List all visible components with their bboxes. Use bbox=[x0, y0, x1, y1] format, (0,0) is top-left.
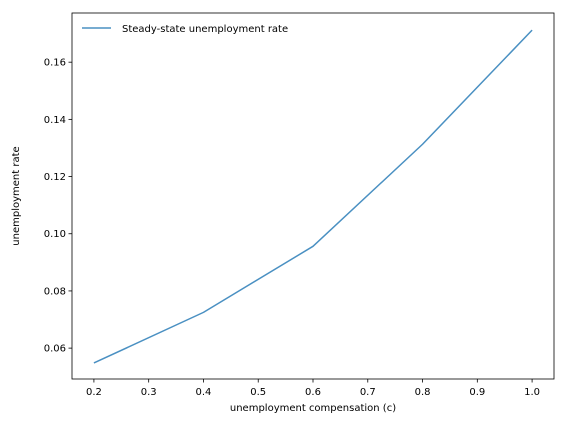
x-tick-label: 0.4 bbox=[196, 387, 212, 398]
y-axis: 0.06 0.08 0.10 0.12 0.14 0.16 bbox=[44, 58, 72, 355]
y-tick-label: 0.12 bbox=[44, 172, 66, 183]
x-axis-label: unemployment compensation (c) bbox=[230, 403, 396, 414]
legend-label: Steady-state unemployment rate bbox=[122, 24, 288, 35]
y-tick-label: 0.14 bbox=[44, 115, 66, 126]
legend: Steady-state unemployment rate bbox=[82, 24, 288, 35]
y-tick-label: 0.06 bbox=[44, 344, 66, 355]
x-tick-label: 0.2 bbox=[86, 387, 102, 398]
y-axis-label: unemployment rate bbox=[11, 146, 22, 245]
y-tick-label: 0.10 bbox=[44, 229, 66, 240]
x-axis: 0.2 0.3 0.4 0.5 0.6 0.7 0.8 0.9 1.0 bbox=[86, 379, 540, 398]
series-line bbox=[93, 29, 533, 364]
x-tick-label: 0.9 bbox=[469, 387, 485, 398]
plot-area bbox=[93, 29, 533, 364]
x-tick-label: 1.0 bbox=[524, 387, 540, 398]
x-tick-label: 0.5 bbox=[250, 387, 266, 398]
y-tick-label: 0.08 bbox=[44, 286, 66, 297]
x-tick-label: 0.6 bbox=[305, 387, 321, 398]
y-tick-label: 0.16 bbox=[44, 58, 66, 69]
x-tick-label: 0.3 bbox=[141, 387, 157, 398]
x-tick-label: 0.7 bbox=[360, 387, 376, 398]
x-tick-label: 0.8 bbox=[415, 387, 431, 398]
